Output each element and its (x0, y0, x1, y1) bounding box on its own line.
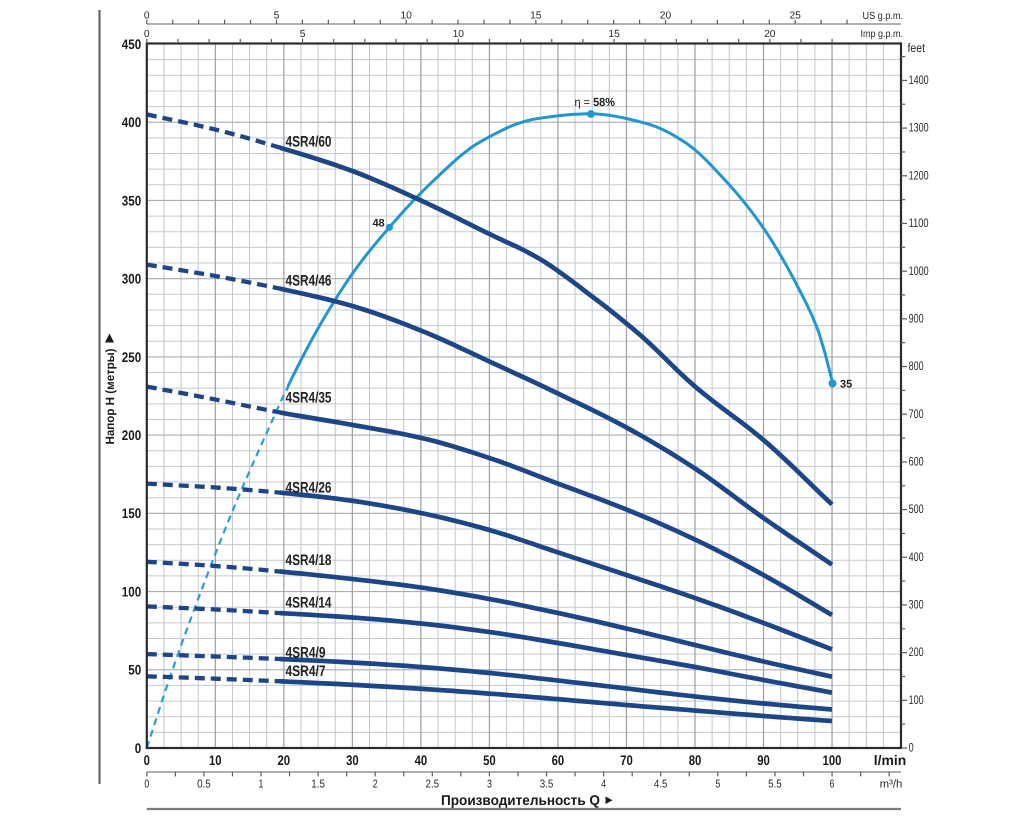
svg-text:400: 400 (122, 114, 142, 130)
svg-text:1.5: 1.5 (311, 778, 325, 790)
svg-text:1100: 1100 (909, 216, 929, 230)
svg-text:30: 30 (346, 752, 359, 768)
svg-text:4: 4 (601, 778, 606, 790)
svg-text:0: 0 (135, 740, 142, 756)
svg-text:4SR4/18: 4SR4/18 (286, 552, 332, 569)
svg-text:US g.p.m.: US g.p.m. (863, 11, 904, 22)
svg-text:5: 5 (274, 11, 280, 22)
svg-text:400: 400 (909, 550, 924, 564)
svg-text:20: 20 (278, 752, 291, 768)
svg-text:15: 15 (608, 29, 620, 40)
svg-text:50: 50 (128, 662, 141, 678)
svg-text:0: 0 (144, 778, 149, 790)
svg-text:100: 100 (909, 693, 924, 707)
svg-text:200: 200 (122, 427, 142, 443)
svg-text:20: 20 (660, 11, 672, 22)
svg-text:4SR4/9: 4SR4/9 (286, 645, 326, 662)
svg-text:10: 10 (453, 29, 465, 40)
svg-text:m³/h: m³/h (880, 779, 903, 791)
svg-text:70: 70 (620, 752, 633, 768)
svg-text:60: 60 (552, 752, 565, 768)
svg-text:250: 250 (122, 349, 142, 365)
svg-text:10: 10 (400, 11, 412, 22)
svg-text:4SR4/35: 4SR4/35 (286, 390, 332, 407)
svg-text:20: 20 (764, 29, 776, 40)
svg-text:40: 40 (415, 752, 428, 768)
svg-text:2.5: 2.5 (426, 778, 440, 790)
svg-text:0: 0 (144, 29, 150, 40)
svg-text:300: 300 (122, 271, 142, 287)
svg-text:4SR4/7: 4SR4/7 (286, 663, 326, 680)
svg-text:200: 200 (909, 645, 924, 659)
svg-text:η = 58%: η = 58% (575, 95, 616, 109)
svg-text:100: 100 (823, 752, 842, 768)
svg-text:600: 600 (909, 455, 924, 469)
svg-text:150: 150 (122, 505, 142, 521)
svg-text:6: 6 (830, 778, 835, 790)
svg-text:80: 80 (689, 752, 702, 768)
svg-text:350: 350 (122, 192, 142, 208)
svg-text:2: 2 (373, 778, 378, 790)
svg-text:25: 25 (789, 11, 801, 22)
svg-text:1400: 1400 (909, 73, 929, 87)
svg-text:1: 1 (259, 778, 264, 790)
svg-text:1200: 1200 (909, 168, 929, 182)
svg-text:1000: 1000 (909, 264, 929, 278)
svg-text:4SR4/60: 4SR4/60 (286, 134, 332, 151)
svg-text:900: 900 (909, 311, 924, 325)
svg-text:50: 50 (483, 752, 496, 768)
svg-text:100: 100 (122, 584, 142, 600)
svg-text:4SR4/14: 4SR4/14 (286, 595, 332, 612)
svg-text:1300: 1300 (909, 121, 929, 135)
svg-text:35: 35 (840, 378, 852, 390)
svg-text:4.5: 4.5 (654, 778, 668, 790)
svg-text:0.5: 0.5 (197, 778, 211, 790)
svg-text:4SR4/46: 4SR4/46 (286, 273, 332, 290)
svg-text:Производительность Q: Производительность Q (441, 793, 600, 809)
svg-text:800: 800 (909, 359, 924, 373)
svg-text:3: 3 (487, 778, 492, 790)
svg-text:90: 90 (757, 752, 770, 768)
svg-text:0: 0 (144, 11, 150, 22)
svg-text:Напор Н (метры): Напор Н (метры) (103, 348, 117, 444)
svg-text:15: 15 (530, 11, 542, 22)
svg-text:4SR4/26: 4SR4/26 (286, 480, 332, 497)
svg-text:0: 0 (144, 752, 151, 768)
svg-text:450: 450 (122, 36, 142, 52)
svg-text:700: 700 (909, 407, 924, 421)
svg-text:0: 0 (909, 741, 914, 755)
svg-text:5.5: 5.5 (768, 778, 782, 790)
svg-text:48: 48 (372, 217, 384, 229)
svg-text:feet: feet (908, 41, 926, 55)
svg-text:10: 10 (209, 752, 222, 768)
svg-text:5: 5 (715, 778, 720, 790)
svg-text:300: 300 (909, 598, 924, 612)
svg-text:3.5: 3.5 (540, 778, 554, 790)
svg-text:500: 500 (909, 502, 924, 516)
svg-text:Imp g.p.m.: Imp g.p.m. (861, 29, 904, 40)
svg-text:5: 5 (300, 29, 306, 40)
svg-text:l/min: l/min (874, 752, 906, 768)
